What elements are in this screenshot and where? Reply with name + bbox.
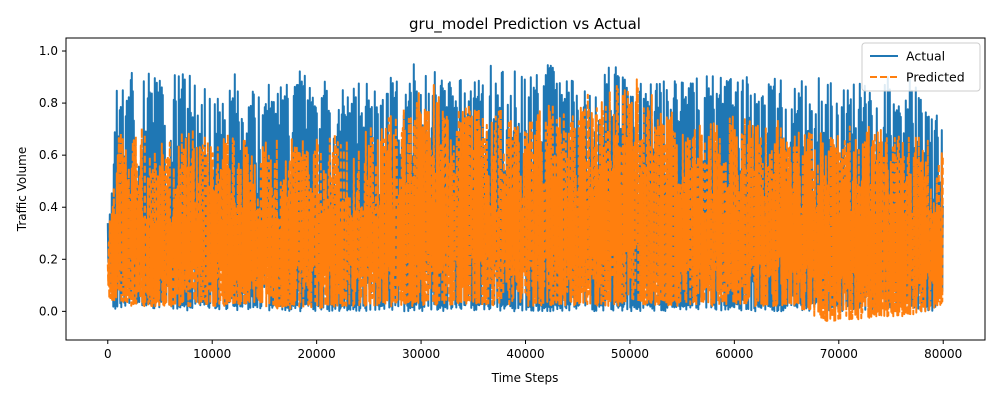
x-tick-label: 10000: [193, 347, 231, 361]
x-tick-label: 80000: [924, 347, 962, 361]
chart-title: gru_model Prediction vs Actual: [409, 15, 641, 34]
legend: Actual Predicted: [861, 42, 981, 92]
legend-label-predicted: Predicted: [906, 70, 965, 85]
x-tick-label: 60000: [715, 347, 753, 361]
series-line-predicted: [106, 78, 944, 323]
y-axis-label: Traffic Volume: [15, 147, 29, 233]
y-tick-label: 0.2: [39, 252, 58, 266]
y-tick-label: 0.4: [39, 200, 58, 214]
x-axis-label: Time Steps: [491, 371, 559, 385]
x-tick-label: 70000: [820, 347, 858, 361]
x-tick-label: 50000: [611, 347, 649, 361]
y-tick-label: 1.0: [39, 44, 58, 58]
x-axis: 0 10000 20000 30000 40000 50000 60000 70000 8000…: [104, 340, 962, 361]
series-layer: [106, 63, 944, 323]
y-tick-label: 0.6: [39, 148, 58, 162]
legend-label-actual: Actual: [906, 49, 945, 64]
x-tick-label: 0: [104, 347, 112, 361]
x-tick-label: 40000: [506, 347, 544, 361]
x-tick-label: 20000: [298, 347, 336, 361]
x-tick-label: 30000: [402, 347, 440, 361]
y-tick-label: 0.0: [39, 304, 58, 318]
y-tick-label: 0.8: [39, 96, 58, 110]
y-axis: 0.0 0.2 0.4 0.6 0.8 1.0: [39, 44, 66, 318]
